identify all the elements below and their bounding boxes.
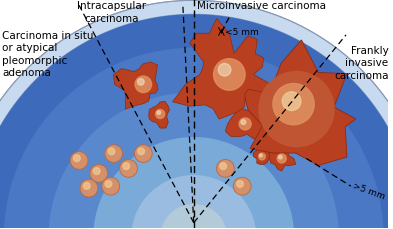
Circle shape	[119, 160, 138, 177]
Polygon shape	[48, 93, 339, 229]
Circle shape	[233, 177, 251, 195]
Circle shape	[135, 77, 152, 93]
Circle shape	[73, 155, 80, 162]
Text: Frankly
invasive
carcinoma: Frankly invasive carcinoma	[334, 46, 388, 80]
Circle shape	[83, 183, 90, 189]
Text: <5 mm: <5 mm	[225, 28, 259, 37]
Circle shape	[277, 154, 286, 163]
Circle shape	[108, 148, 115, 155]
Circle shape	[282, 92, 301, 111]
Circle shape	[93, 168, 100, 175]
Polygon shape	[4, 49, 384, 229]
Circle shape	[220, 163, 226, 170]
Polygon shape	[0, 15, 393, 229]
Circle shape	[237, 181, 243, 188]
Polygon shape	[242, 41, 356, 166]
Circle shape	[80, 180, 98, 197]
Text: Intracapsular
carcinoma: Intracapsular carcinoma	[77, 1, 146, 24]
Circle shape	[105, 181, 112, 188]
Circle shape	[90, 165, 108, 183]
Polygon shape	[173, 19, 270, 120]
Circle shape	[239, 118, 251, 130]
Polygon shape	[131, 175, 256, 229]
Polygon shape	[225, 109, 266, 139]
Polygon shape	[93, 137, 294, 229]
Circle shape	[123, 163, 130, 170]
Polygon shape	[160, 204, 227, 229]
Circle shape	[259, 153, 265, 160]
Polygon shape	[114, 63, 158, 110]
Circle shape	[217, 160, 234, 177]
Circle shape	[279, 156, 282, 159]
Circle shape	[156, 110, 165, 119]
Text: Carcinoma in situ
or atypical
pleomorphic
adenoma: Carcinoma in situ or atypical pleomorphi…	[2, 31, 94, 78]
Circle shape	[259, 155, 262, 157]
Circle shape	[134, 145, 152, 163]
Text: >5 mm: >5 mm	[351, 180, 386, 200]
Circle shape	[105, 145, 123, 163]
Polygon shape	[269, 148, 296, 171]
Circle shape	[157, 111, 161, 115]
Circle shape	[218, 64, 231, 77]
Circle shape	[138, 79, 144, 86]
Circle shape	[102, 177, 119, 195]
Circle shape	[259, 72, 334, 147]
Polygon shape	[149, 102, 169, 128]
Polygon shape	[253, 148, 270, 165]
Circle shape	[241, 120, 246, 125]
Circle shape	[213, 60, 245, 91]
Circle shape	[138, 148, 145, 155]
Text: Microinvasive carcinoma: Microinvasive carcinoma	[197, 1, 327, 11]
Circle shape	[273, 84, 314, 125]
Circle shape	[70, 152, 88, 170]
